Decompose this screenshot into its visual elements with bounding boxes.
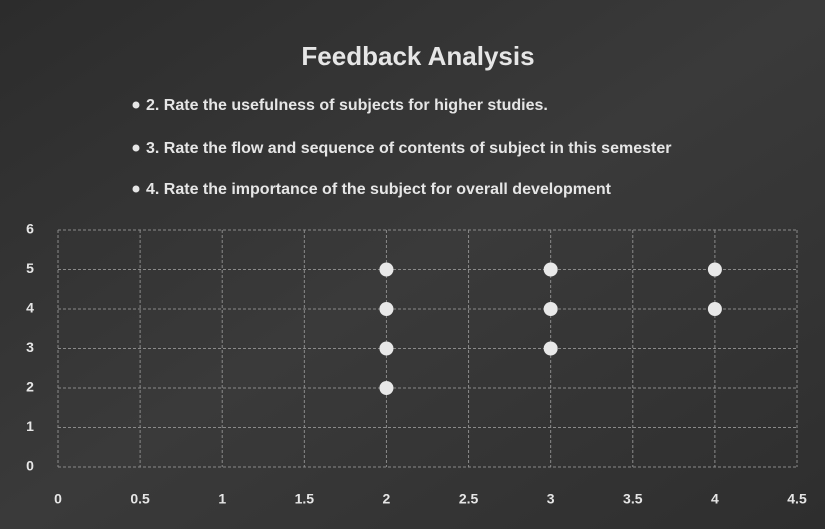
point — [707, 262, 722, 277]
point — [379, 262, 394, 277]
bullet-text: 3. Rate the flow and sequence of content… — [146, 140, 671, 157]
y-tick-label: 4 — [26, 300, 34, 316]
x-tick-label: 2 — [383, 491, 391, 507]
point — [379, 302, 394, 316]
bullet-text: 4. Rate the importance of the subject fo… — [146, 181, 612, 198]
point — [543, 341, 558, 356]
bullet-marker — [132, 144, 140, 152]
point — [379, 341, 394, 356]
y-tick-label: 2 — [26, 379, 34, 395]
y-tick-label: 5 — [26, 260, 34, 276]
bullet-marker — [132, 185, 140, 193]
x-tick-label: 0 — [54, 491, 62, 507]
x-tick-label: 1 — [218, 491, 226, 507]
point — [707, 302, 722, 316]
x-tick-label: 2.5 — [459, 491, 479, 507]
y-tick-label: 6 — [26, 221, 34, 237]
x-tick-label: 3.5 — [623, 491, 643, 507]
bullet-marker — [132, 101, 140, 109]
x-tick-label: 0.5 — [130, 491, 150, 507]
y-tick-label: 1 — [26, 418, 34, 434]
bullet-text: 2. Rate the usefulness of subjects for h… — [146, 97, 548, 114]
point — [543, 302, 558, 316]
y-tick-label: 0 — [26, 458, 34, 474]
point — [379, 381, 394, 395]
chart-title: Feedback Analysis — [301, 41, 534, 71]
x-tick-label: 1.5 — [295, 491, 315, 507]
x-tick-label: 4.5 — [787, 491, 807, 507]
point — [543, 262, 558, 277]
y-tick-label: 3 — [26, 339, 34, 355]
x-tick-label: 4 — [711, 491, 719, 507]
x-tick-label: 3 — [547, 491, 555, 507]
